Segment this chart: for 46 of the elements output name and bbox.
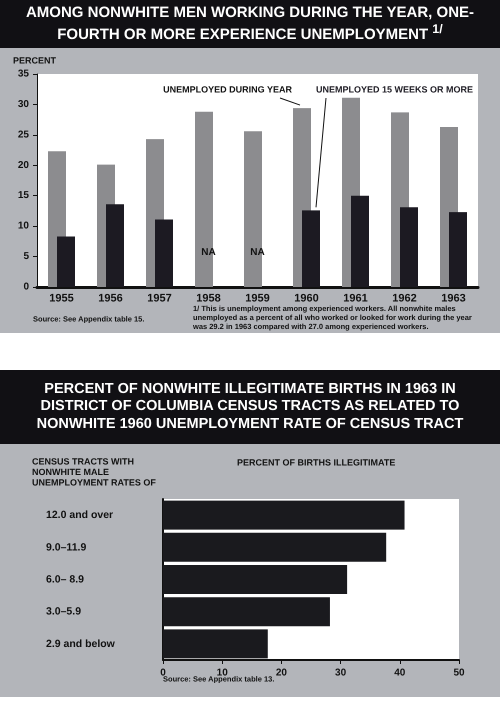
- y-tick-label: 20: [18, 160, 30, 171]
- y-tick-label: 0: [23, 282, 30, 292]
- bar: [57, 236, 75, 287]
- x-tick-label: 50: [453, 668, 465, 678]
- x-tick-label: 1962: [392, 292, 417, 304]
- x-tick-label: 1963: [441, 292, 466, 304]
- chart-title: PERCENT OF NONWHITE ILLEGITIMATE BIRTHS IN 1963 IN DISTRICT OF COLUMBIA CENSUS TRACTS AS RELATED TO NONWHITE 1960 UNEMPLOYMENT RATE OF CENSUS TRACT: [36, 380, 464, 434]
- x-tick-label: 1961: [343, 292, 368, 304]
- y-axis-title: CENSUS TRACTS WITH NONWHITE MALE UNEMPLOYMENT RATES OF: [32, 456, 156, 488]
- y-tick-label: 30: [18, 98, 30, 110]
- bar: [163, 629, 268, 658]
- bar: [302, 210, 320, 287]
- bar: [155, 219, 173, 287]
- x-tick-label: 1957: [147, 292, 172, 304]
- x-tick-label: 20: [276, 668, 288, 678]
- y-tick-label: 6.0– 8.9: [46, 574, 84, 586]
- y-tick-label: 15: [18, 190, 30, 202]
- y-tick-label: 2.9 and below: [46, 638, 116, 650]
- bar: [449, 212, 467, 287]
- y-tick-label: 10: [18, 220, 30, 232]
- y-tick-label: 3.0–5.9: [46, 606, 82, 618]
- bar: [106, 204, 124, 287]
- series-label: UNEMPLOYED DURING YEAR: [163, 84, 292, 94]
- x-tick-label: 40: [394, 668, 406, 678]
- x-tick-label: 1956: [98, 292, 123, 304]
- x-tick-label: 30: [335, 668, 347, 678]
- x-tick-label: 1960: [294, 292, 319, 304]
- y-tick-label: 5: [23, 251, 30, 262]
- text: UNEMPLOYED 15 WEEKS OR MORE: [316, 84, 474, 94]
- bar: [163, 532, 386, 562]
- y-tick-label: 35: [18, 68, 30, 80]
- chart-title: AMONG NONWHITE MEN WORKING DURING THE YEAR, ONE-FOURTH OR MORE EXPERIENCE UNEMPLOYMENT $^{1/}$: [24, 4, 476, 44]
- y-tick-label: 12.0 and over: [46, 509, 114, 522]
- bar: [400, 207, 418, 287]
- bar: [163, 500, 405, 530]
- x-tick-label: 1955: [49, 292, 74, 304]
- y-axis-title: PERCENT: [13, 56, 57, 66]
- x-tick-label: 1958: [196, 292, 221, 304]
- y-tick-label: 25: [18, 129, 30, 140]
- y-tick-label: 9.0–11.9: [46, 541, 86, 554]
- x-axis-title: PERCENT OF BIRTHS ILLEGITIMATE: [237, 458, 396, 468]
- x-tick-label: 10: [216, 668, 228, 678]
- bar: [163, 565, 348, 594]
- x-tick-label: 1959: [245, 292, 270, 304]
- bar: [351, 196, 369, 287]
- bar: [163, 597, 330, 626]
